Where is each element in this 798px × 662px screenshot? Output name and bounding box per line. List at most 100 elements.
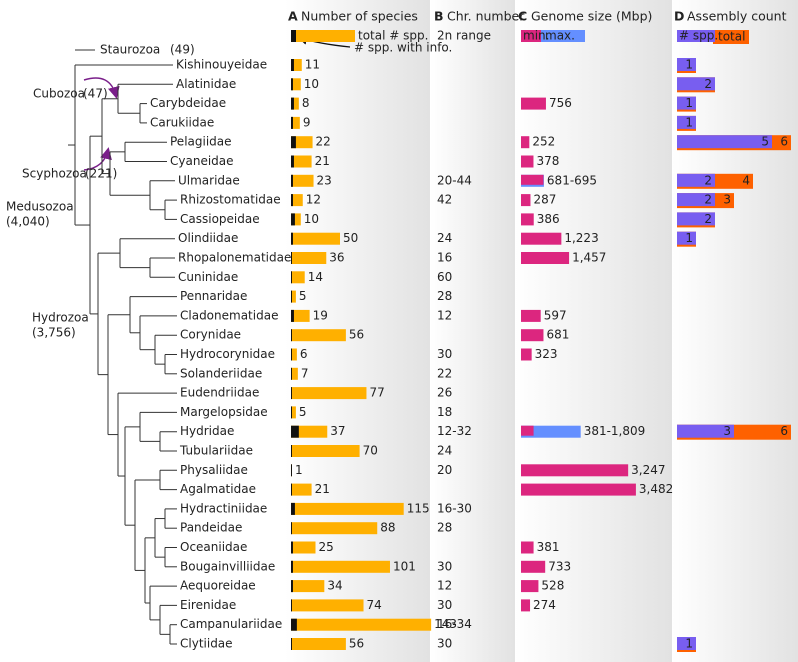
info-bar <box>291 78 293 91</box>
family-label: Margelopsidae <box>180 405 268 419</box>
value-label: 14 <box>308 270 323 284</box>
species-bar <box>677 193 715 207</box>
value-label: 274 <box>533 598 556 612</box>
value-label: 1,223 <box>564 231 598 245</box>
species-bar <box>291 580 325 593</box>
species-bar <box>677 58 696 71</box>
info-bar <box>291 425 299 438</box>
legend-label: # spp. <box>679 29 718 43</box>
info-bar <box>291 406 292 419</box>
family-label: Carukiidae <box>150 115 214 129</box>
info-bar <box>291 174 293 187</box>
legend-swatch <box>677 30 715 42</box>
species-bar <box>291 155 312 168</box>
family-label: Cladonematidae <box>180 308 278 322</box>
value-label: 34 <box>327 579 342 593</box>
species-bar <box>291 59 302 71</box>
chr-number: 16 <box>437 251 452 265</box>
species-bar <box>291 638 346 650</box>
value-label: 733 <box>548 559 571 573</box>
family-label: Bougainvilliidae <box>180 559 275 573</box>
family-label: Pelagiidae <box>170 135 232 149</box>
family-label: Rhopalonematidae <box>178 251 291 265</box>
info-bar <box>291 638 292 650</box>
value-label: 2 <box>704 212 712 226</box>
info-bar <box>291 136 296 149</box>
value-label: 36 <box>329 251 344 265</box>
family-label: Rhizostomatidae <box>180 193 281 207</box>
panel-title: Assembly count <box>687 9 787 24</box>
species-bar <box>291 599 364 612</box>
clade-label: Cubozoa <box>33 87 85 101</box>
value-label: 74 <box>367 598 382 612</box>
panel-title: Genome size (Mbp) <box>531 9 652 24</box>
info-bar <box>291 116 293 129</box>
info-bar <box>291 618 297 631</box>
species-bar <box>291 252 327 264</box>
info-bar <box>291 445 292 457</box>
panel-title: Chr. number <box>447 9 525 24</box>
chr-number: 18 <box>437 405 452 419</box>
species-bar <box>291 406 296 419</box>
family-label: Aequoreidae <box>180 579 256 593</box>
species-bar <box>291 174 314 187</box>
genome-min-bar <box>521 560 546 573</box>
value-label: 681 <box>546 328 569 342</box>
genome-min-bar <box>521 252 570 264</box>
value-label: 11 <box>305 58 320 72</box>
species-bar <box>291 445 360 457</box>
genome-min-bar <box>521 97 546 110</box>
legend-label: # spp. with info. <box>354 41 452 55</box>
info-bar <box>291 59 294 71</box>
legend-swatch <box>521 30 541 42</box>
clade-count: (4,040) <box>6 215 50 229</box>
value-label: 386 <box>537 212 560 226</box>
species-bar <box>291 367 298 380</box>
value-label: 5 <box>761 135 769 149</box>
species-bar <box>291 136 313 149</box>
family-label: Kishinouyeidae <box>176 58 267 72</box>
species-bar <box>291 541 316 554</box>
clade-label: Staurozoa <box>100 43 160 57</box>
species-bar <box>677 96 696 110</box>
family-label: Cyaneidae <box>170 154 234 168</box>
species-bar <box>291 387 367 400</box>
value-label: 70 <box>363 444 378 458</box>
value-label: 37 <box>330 424 345 438</box>
value-label: 2 <box>704 173 712 187</box>
species-bar <box>291 232 340 245</box>
info-bar <box>291 367 292 380</box>
chr-number: 28 <box>437 289 452 303</box>
value-label: 12 <box>306 193 321 207</box>
chr-number: 30 <box>437 598 452 612</box>
genome-min-bar <box>521 599 531 612</box>
species-bar <box>677 424 734 438</box>
family-label: Olindiidae <box>178 231 238 245</box>
clade-label: Medusozoa <box>6 200 74 214</box>
genome-max-bar <box>521 425 581 438</box>
value-label: 6 <box>780 424 788 438</box>
family-label: Campanulariidae <box>180 617 282 631</box>
genome-min-bar <box>521 348 532 361</box>
chr-number: 24 <box>437 444 452 458</box>
species-bar <box>677 77 715 91</box>
chr-number: 16-30 <box>437 501 472 515</box>
species-bar <box>291 348 297 361</box>
panel-bg <box>430 0 515 662</box>
family-label: Hydridae <box>180 424 234 438</box>
value-label: 1 <box>685 637 693 651</box>
family-label: Physaliidae <box>180 463 248 477</box>
species-bar <box>291 502 404 515</box>
value-label: 1 <box>685 231 693 245</box>
family-label: Oceaniidae <box>180 540 247 554</box>
genome-min-bar <box>521 155 534 168</box>
value-label: 681-695 <box>547 173 597 187</box>
value-label: 50 <box>343 231 358 245</box>
chr-number: 60 <box>437 270 452 284</box>
info-bar <box>291 155 294 168</box>
family-label: Solanderiidae <box>180 366 262 380</box>
value-label: 1 <box>685 96 693 110</box>
arrow <box>83 77 120 99</box>
species-bar <box>291 329 346 342</box>
